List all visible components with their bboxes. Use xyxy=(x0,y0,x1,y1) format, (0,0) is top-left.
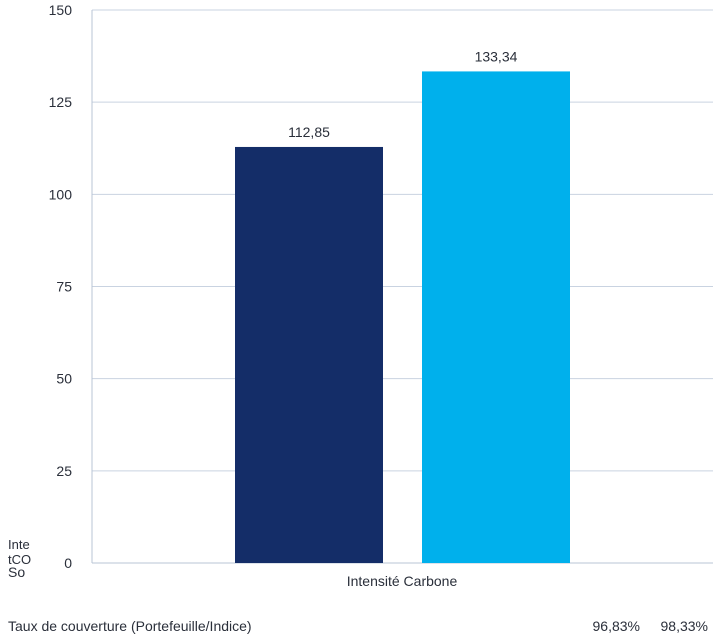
y-tick-label: 75 xyxy=(56,279,72,295)
coverage-label: Taux de couverture (Portefeuille/Indice) xyxy=(8,618,252,634)
coverage-index-value: 98,33% xyxy=(660,618,708,634)
coverage-row: Taux de couverture (Portefeuille/Indice)… xyxy=(8,618,708,634)
y-tick-label: 0 xyxy=(64,555,72,571)
left-label-line-1: Inte xyxy=(8,538,30,551)
y-tick-label: 100 xyxy=(49,186,73,202)
left-label-line-3: So xyxy=(8,566,26,579)
data-label: 112,85 xyxy=(288,124,330,140)
y-tick-labels: 0 25 50 75 100 125 150 xyxy=(49,2,73,571)
bar-series-2 xyxy=(422,71,570,564)
gridlines xyxy=(92,9,713,472)
left-label-line-2: tCO xyxy=(8,553,32,566)
bars xyxy=(235,71,570,564)
y-tick-label: 50 xyxy=(56,371,72,387)
y-tick-label: 125 xyxy=(49,94,73,110)
coverage-portfolio-value: 96,83% xyxy=(592,618,640,634)
y-tick-label: 150 xyxy=(49,2,73,18)
data-labels: 112,85 133,34 xyxy=(288,48,518,140)
x-category-label: Intensité Carbone xyxy=(347,573,458,589)
bar-series-1 xyxy=(235,146,383,564)
bar-chart: 0 25 50 75 100 125 150 112,85 133,34 Intensité … xyxy=(49,2,713,589)
y-tick-label: 25 xyxy=(56,463,72,479)
data-label: 133,34 xyxy=(475,48,518,64)
